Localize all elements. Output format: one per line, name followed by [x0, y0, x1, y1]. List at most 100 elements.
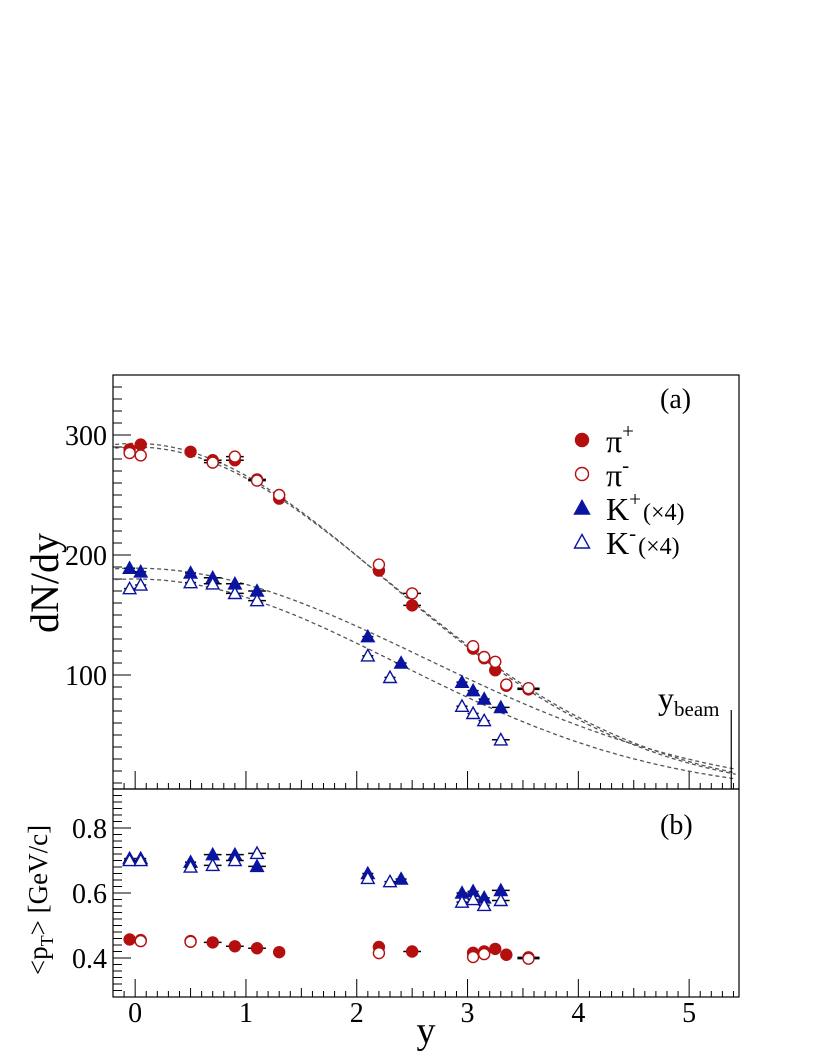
marker-pi_plus — [405, 945, 419, 958]
x-tick-label: 1 — [239, 998, 253, 1029]
marker-k_minus — [122, 580, 138, 595]
marker-pi_minus — [184, 935, 197, 948]
panel-b-ytick-label: 0.6 — [72, 879, 107, 910]
panel-a-ytick-label: 100 — [65, 661, 107, 692]
marker-k_minus — [493, 732, 509, 746]
marker-k_plus — [133, 564, 149, 578]
panel-a-ytick-label: 300 — [65, 421, 107, 452]
marker-k_minus — [454, 698, 470, 712]
y-beam-label-main: y — [658, 680, 674, 716]
marker-pi_minus — [123, 446, 136, 460]
marker-k_minus — [382, 669, 398, 684]
panel-b-label: (b) — [660, 810, 693, 841]
marker-k_minus — [573, 533, 591, 549]
legend-label-pi_minus: π- — [606, 453, 629, 493]
marker-pi_plus — [272, 945, 286, 959]
panel-a-axis-ticks: 100 200 300 — [65, 386, 734, 789]
fit-curve-fit_k_minus — [115, 578, 736, 780]
marker-pi_minus — [500, 678, 513, 691]
marker-pi_minus — [250, 474, 264, 487]
marker-k_minus — [249, 592, 265, 607]
panel-a-label: (a) — [660, 384, 691, 415]
legend-sup: + — [622, 419, 634, 443]
x-tick-label: 4 — [571, 998, 585, 1029]
legend-label-pi_plus: π+ — [606, 419, 634, 459]
marker-k_minus — [360, 870, 376, 885]
x-tick-label: 2 — [350, 998, 364, 1029]
y-beam-label-sub: beam — [674, 697, 719, 721]
panel-a-ytick-label: 200 — [65, 541, 107, 572]
marker-k_minus — [249, 845, 265, 860]
marker-k_plus — [454, 674, 470, 688]
legend-sup: - — [622, 453, 629, 477]
legend-label-k_plus: K+(×4) — [606, 487, 684, 527]
marker-pi_minus — [206, 456, 219, 469]
marker-pi_minus — [134, 449, 147, 462]
marker-k_plus — [122, 560, 138, 574]
panel-b-mean-pt: 0.4 0.6 0.8 0 1 2 3 4 5 (b) <pT> [GeV/c] y — [23, 788, 740, 1052]
marker-pi_minus — [522, 952, 535, 965]
marker-pi_minus — [372, 558, 386, 571]
marker-k_minus — [183, 859, 199, 873]
fit-curve-fit_pi_1 — [115, 442, 736, 775]
x-tick-label: 5 — [682, 998, 696, 1029]
marker-k_minus — [133, 577, 149, 591]
x-tick-label: 0 — [128, 998, 142, 1029]
legend-sup: - — [629, 521, 636, 545]
marker-k_plus — [493, 699, 509, 714]
marker-pi_minus — [489, 655, 502, 668]
panel-b-axis-ticks: 0.4 0.6 0.8 0 1 2 3 4 5 — [72, 788, 734, 1029]
marker-k_minus — [133, 852, 149, 867]
marker-k_minus — [493, 892, 509, 907]
marker-pi_plus — [134, 438, 147, 451]
marker-pi_minus — [574, 466, 590, 482]
marker-pi_minus — [477, 947, 491, 961]
panel-b-y-axis-label-suffix: > [GeV/c] — [23, 825, 53, 935]
panel-b-y-axis-label-main: <p — [23, 946, 53, 975]
marker-k_minus — [205, 576, 221, 590]
marker-pi_plus — [405, 599, 419, 612]
marker-k_plus — [393, 871, 409, 885]
marker-k_plus — [393, 655, 409, 669]
marker-pi_minus — [477, 650, 491, 664]
marker-k_minus — [227, 852, 243, 867]
marker-pi_minus — [372, 946, 386, 960]
marker-k_plus — [465, 682, 481, 697]
marker-pi_minus — [405, 587, 419, 600]
x-axis-label: y — [417, 1010, 436, 1052]
marker-k_plus — [476, 691, 492, 705]
y-beam-marker: ybeam — [658, 680, 732, 789]
legend-suffix: (×4) — [638, 534, 680, 560]
marker-pi_plus — [489, 942, 502, 956]
legend-main: K — [606, 525, 629, 561]
panel-b-frame — [112, 788, 740, 998]
legend-suffix: (×4) — [643, 500, 685, 526]
panel-b-ytick-label: 0.4 — [72, 944, 107, 975]
marker-pi_plus — [184, 445, 197, 458]
fit-curve-fit_pi_2 — [115, 446, 736, 774]
y-beam-label: ybeam — [658, 680, 719, 721]
marker-pi_plus — [574, 432, 590, 448]
marker-k_minus — [227, 585, 243, 600]
marker-k_minus — [465, 705, 481, 720]
marker-pi_plus — [206, 936, 219, 949]
panel-a-data-points — [122, 438, 540, 746]
marker-pi_plus — [250, 942, 264, 955]
marker-pi_minus — [272, 488, 286, 502]
marker-k_minus — [382, 873, 398, 888]
marker-pi_minus — [466, 950, 480, 964]
marker-k_plus — [573, 499, 591, 515]
marker-k_minus — [476, 712, 492, 727]
marker-k_minus — [465, 891, 481, 906]
marker-pi_minus — [134, 934, 147, 948]
fit-curve-fit_k_plus — [115, 567, 736, 770]
panel-b-y-axis-label: <pT> [GeV/c] — [23, 825, 57, 975]
marker-pi_minus — [522, 682, 535, 695]
marker-k_minus — [454, 894, 470, 908]
marker-k_minus — [476, 897, 492, 912]
marker-pi_plus — [228, 940, 242, 953]
panel-b-ytick-label: 0.8 — [72, 814, 107, 845]
panel-a-fit-curves — [115, 442, 736, 780]
legend-main: K — [606, 491, 629, 527]
